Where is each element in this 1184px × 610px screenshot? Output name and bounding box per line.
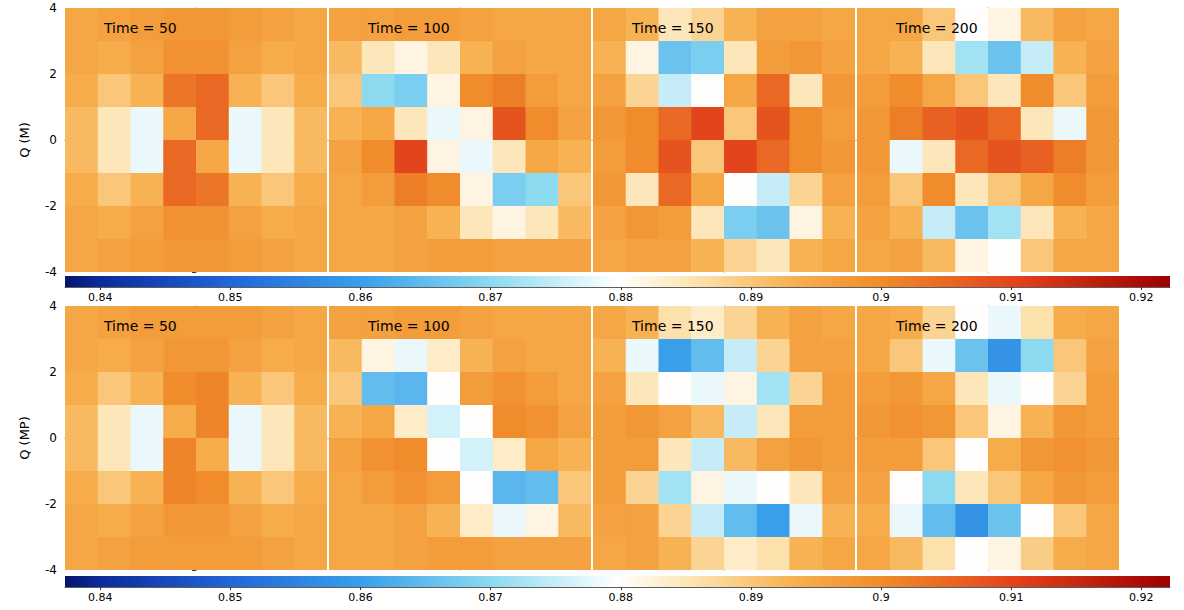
svg-text:Time = 50: Time = 50	[103, 20, 177, 36]
svg-text:0: 0	[49, 431, 57, 445]
svg-text:0.86: 0.86	[348, 291, 373, 304]
svg-text:Time = 100: Time = 100	[367, 20, 450, 36]
svg-text:2: 2	[49, 67, 57, 81]
svg-text:0.91: 0.91	[999, 291, 1024, 304]
svg-text:0.88: 0.88	[609, 291, 634, 304]
svg-text:0.89: 0.89	[739, 591, 764, 604]
svg-text:Time = 100: Time = 100	[367, 318, 450, 334]
svg-text:-2: -2	[45, 497, 57, 511]
svg-text:-4: -4	[45, 265, 57, 279]
svg-text:0: 0	[49, 133, 57, 147]
svg-text:0.9: 0.9	[872, 591, 890, 604]
svg-text:0.92: 0.92	[1129, 291, 1154, 304]
svg-text:Time = 200: Time = 200	[895, 318, 978, 334]
svg-text:Q (M): Q (M)	[17, 122, 32, 158]
svg-text:0.85: 0.85	[218, 291, 243, 304]
svg-text:0.92: 0.92	[1129, 591, 1154, 604]
svg-text:0.85: 0.85	[218, 591, 243, 604]
svg-text:4: 4	[49, 1, 57, 15]
svg-text:Time = 150: Time = 150	[631, 20, 714, 36]
svg-text:0.84: 0.84	[88, 591, 113, 604]
svg-text:0.87: 0.87	[478, 591, 503, 604]
svg-text:0.87: 0.87	[478, 291, 503, 304]
svg-text:0.86: 0.86	[348, 591, 373, 604]
svg-text:Time = 150: Time = 150	[631, 318, 714, 334]
svg-text:-4: -4	[45, 563, 57, 577]
svg-text:0.88: 0.88	[609, 591, 634, 604]
svg-text:4: 4	[49, 299, 57, 313]
svg-text:-2: -2	[45, 199, 57, 213]
svg-text:0.84: 0.84	[88, 291, 113, 304]
svg-text:2: 2	[49, 365, 57, 379]
svg-text:Time = 50: Time = 50	[103, 318, 177, 334]
svg-text:0.9: 0.9	[872, 291, 890, 304]
svg-text:0.91: 0.91	[999, 591, 1024, 604]
svg-text:0.89: 0.89	[739, 291, 764, 304]
svg-text:Time = 200: Time = 200	[895, 20, 978, 36]
svg-text:Q (MP): Q (MP)	[17, 416, 32, 460]
